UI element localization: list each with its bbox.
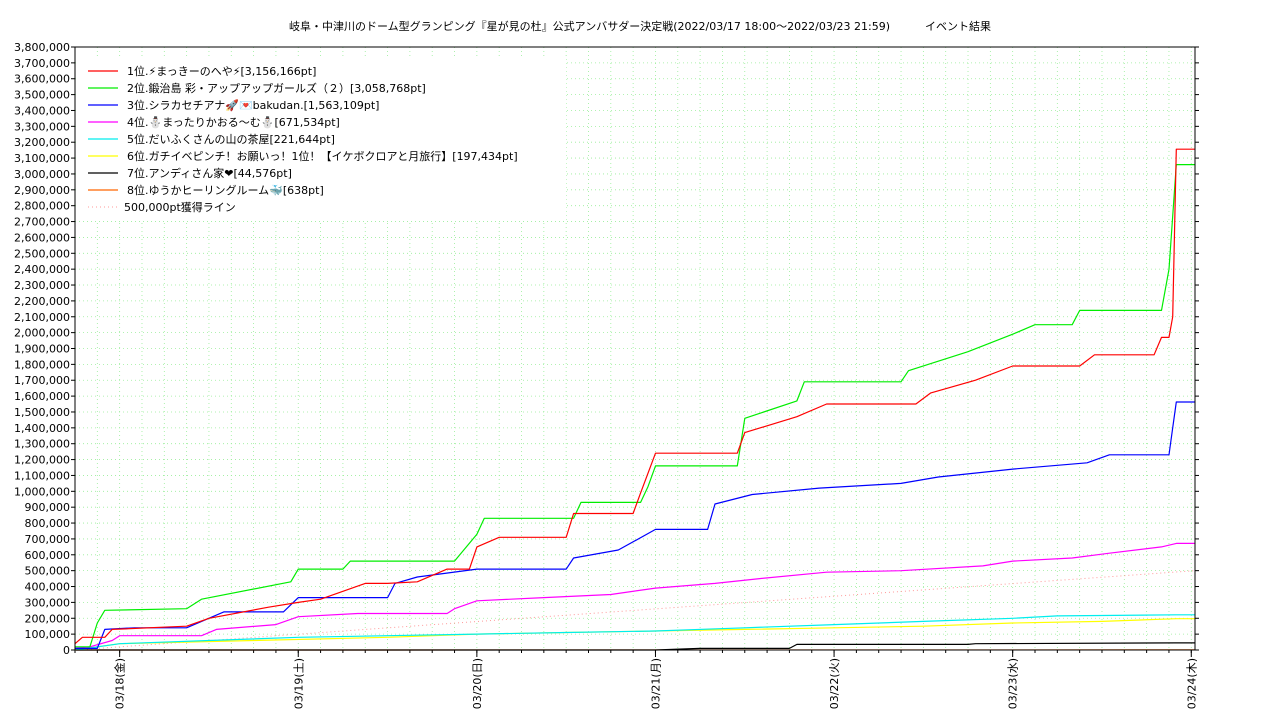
y-tick-label: 1,000,000 xyxy=(14,485,70,498)
y-tick-label: 600,000 xyxy=(25,549,71,562)
y-axis: 0 100,000 200,000 300,000 400,000 500,000 600,… xyxy=(14,41,1199,657)
y-tick-label: 300,000 xyxy=(25,596,71,609)
y-tick-label: 400,000 xyxy=(25,581,71,594)
series-line xyxy=(75,401,1195,650)
y-tick-label: 3,000,000 xyxy=(14,168,70,181)
reference-line-500k xyxy=(74,570,1196,651)
legend-entry: 4位.⛄まったりかおる〜む⛄[671,534pt] xyxy=(127,115,340,129)
y-tick-label: 3,100,000 xyxy=(14,152,70,165)
x-tick-label: 03/21(月) xyxy=(649,658,662,709)
y-tick-label: 1,800,000 xyxy=(14,358,70,371)
y-tick-label: 3,200,000 xyxy=(14,136,70,149)
x-axis: 03/18(金) 03/19(土) 03/20(日) 03/21(月) 03/22(火)… xyxy=(74,650,1198,709)
series-line xyxy=(74,618,1195,651)
y-tick-label: 3,800,000 xyxy=(14,41,70,54)
y-tick-label: 2,600,000 xyxy=(14,231,70,244)
y-tick-label: 2,000,000 xyxy=(14,327,70,340)
x-tick-label: 03/18(金) xyxy=(113,658,127,709)
y-tick-label: 3,600,000 xyxy=(14,73,70,86)
y-tick-label: 2,100,000 xyxy=(14,311,70,324)
y-tick-label: 800,000 xyxy=(25,517,71,530)
y-tick-label: 0 xyxy=(63,644,70,657)
y-tick-label: 2,900,000 xyxy=(14,184,70,197)
reference-line xyxy=(74,570,1196,651)
y-tick-label: 2,300,000 xyxy=(14,279,70,292)
y-tick-label: 2,700,000 xyxy=(14,216,70,229)
y-tick-label: 3,500,000 xyxy=(14,89,70,102)
y-tick-label: 1,300,000 xyxy=(14,438,70,451)
series-line xyxy=(75,642,1195,651)
y-tick-label: 2,800,000 xyxy=(14,200,70,213)
chart-title: 岐阜・中津川のドーム型グランピング『星が見の杜』公式アンバサダー決定戦(2022… xyxy=(0,18,1280,34)
legend-entry: 6位.ガチイベピンチ！お願いっ！1位！【イケボクロアと月旅行】[197,434p… xyxy=(127,149,518,163)
y-tick-label: 1,600,000 xyxy=(14,390,70,403)
plot-frame xyxy=(74,46,1196,651)
y-tick-label: 2,200,000 xyxy=(14,295,70,308)
y-tick-label: 100,000 xyxy=(25,628,71,641)
x-tick-label: 03/22(火) xyxy=(828,658,841,709)
legend-entry: 3位.シラカセチアナ🚀💌bakudan.[1,563,109pt] xyxy=(127,98,379,112)
y-tick-label: 700,000 xyxy=(25,533,71,546)
series-line xyxy=(75,164,1195,648)
legend-entry: 8位.ゆうかヒーリングルーム🐳[638pt] xyxy=(127,183,324,197)
y-tick-label: 1,100,000 xyxy=(14,469,70,482)
legend-entry: 500,000pt獲得ライン xyxy=(124,201,236,214)
series-line xyxy=(74,614,1195,651)
legend-box xyxy=(76,58,566,220)
y-tick-label: 500,000 xyxy=(25,565,71,578)
x-tick-label: 03/23(水) xyxy=(1007,658,1020,709)
y-tick-label: 200,000 xyxy=(25,612,71,625)
y-tick-label: 1,700,000 xyxy=(14,374,70,387)
title-main: 岐阜・中津川のドーム型グランピング『星が見の杜』公式アンバサダー決定戦(2022… xyxy=(289,20,891,33)
y-tick-label: 3,300,000 xyxy=(14,120,70,133)
x-tick-label: 03/20(日) xyxy=(471,658,484,709)
y-tick-label: 900,000 xyxy=(25,501,71,514)
y-tick-label: 3,700,000 xyxy=(14,57,70,70)
y-tick-label: 2,500,000 xyxy=(14,247,70,260)
y-tick-label: 1,200,000 xyxy=(14,454,70,467)
series-line xyxy=(74,148,1195,645)
series-lines xyxy=(74,148,1196,651)
y-tick-label: 3,400,000 xyxy=(14,104,70,117)
y-tick-label: 1,900,000 xyxy=(14,343,70,356)
title-sub: イベント結果 xyxy=(924,20,991,33)
legend-entry: 7位.アンディさん家❤[44,576pt] xyxy=(127,166,292,180)
x-tick-label: 03/24(木) xyxy=(1185,658,1198,709)
y-tick-label: 1,400,000 xyxy=(14,422,70,435)
y-tick-label: 1,500,000 xyxy=(14,406,70,419)
legend: 1位.⚡まっきーのへや⚡[3,156,166pt] 2位.鍛治島 彩・アップアップ… xyxy=(76,58,566,220)
y-tick-label: 2,400,000 xyxy=(14,263,70,276)
legend-entry: 2位.鍛治島 彩・アップアップガールズ（２）[3,058,768pt] xyxy=(127,81,426,95)
legend-entry: 5位.だいふくさんの山の茶屋[221,644pt] xyxy=(127,132,335,146)
legend-entry: 1位.⚡まっきーのへや⚡[3,156,166pt] xyxy=(127,64,316,78)
series-line xyxy=(74,542,1195,649)
x-tick-label: 03/19(土) xyxy=(292,658,305,709)
